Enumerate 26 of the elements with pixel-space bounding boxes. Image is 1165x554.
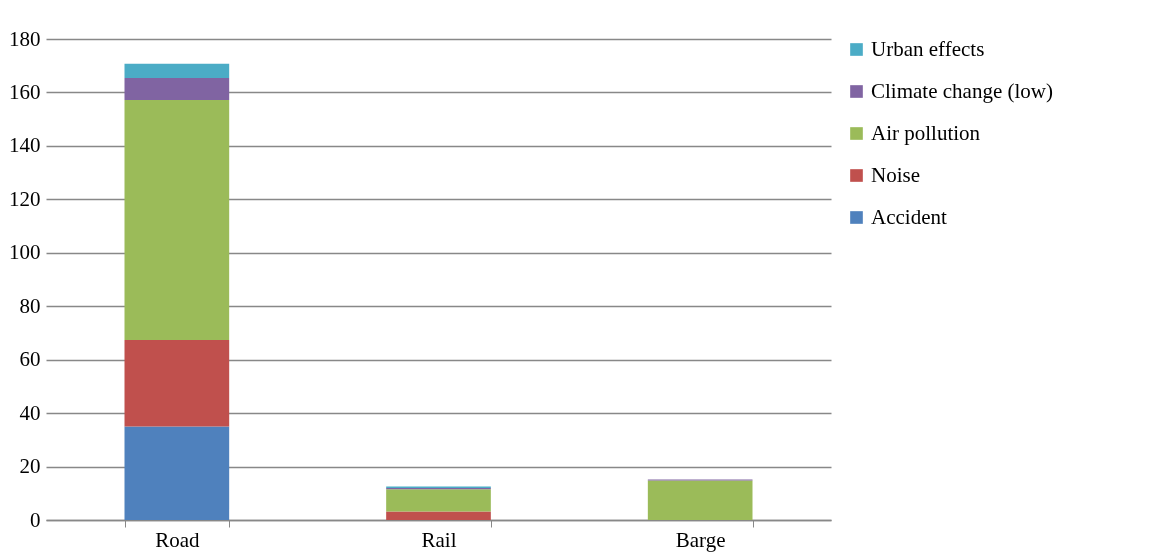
bar <box>124 99 230 340</box>
legend-label: Urban effects <box>871 36 985 61</box>
bar <box>386 489 491 512</box>
x-tick-label: Barge <box>675 527 726 552</box>
legend-label: Climate change (low) <box>871 78 1053 103</box>
y-tick-label: 120 <box>9 186 41 211</box>
y-tick-label: 160 <box>9 79 41 104</box>
legend-label: Accident <box>871 204 947 229</box>
y-tick-label: 0 <box>30 507 41 532</box>
y-tick-label: 100 <box>9 240 41 265</box>
y-tick-label: 40 <box>19 400 41 425</box>
y-tick-label: 180 <box>9 26 41 51</box>
x-tick-label: Road <box>155 527 200 552</box>
legend-label: Noise <box>871 162 920 187</box>
y-tick-label: 80 <box>19 293 41 318</box>
bar <box>124 78 230 100</box>
y-tick-label: 60 <box>19 347 41 372</box>
bar <box>647 480 753 520</box>
y-tick-label: 140 <box>9 133 41 158</box>
bar <box>124 63 230 79</box>
bar <box>124 426 230 520</box>
y-tick-label: 20 <box>19 454 41 479</box>
x-tick-label: Rail <box>421 527 457 552</box>
bar <box>124 339 230 427</box>
bar <box>386 511 491 520</box>
legend-label: Air pollution <box>871 120 981 145</box>
